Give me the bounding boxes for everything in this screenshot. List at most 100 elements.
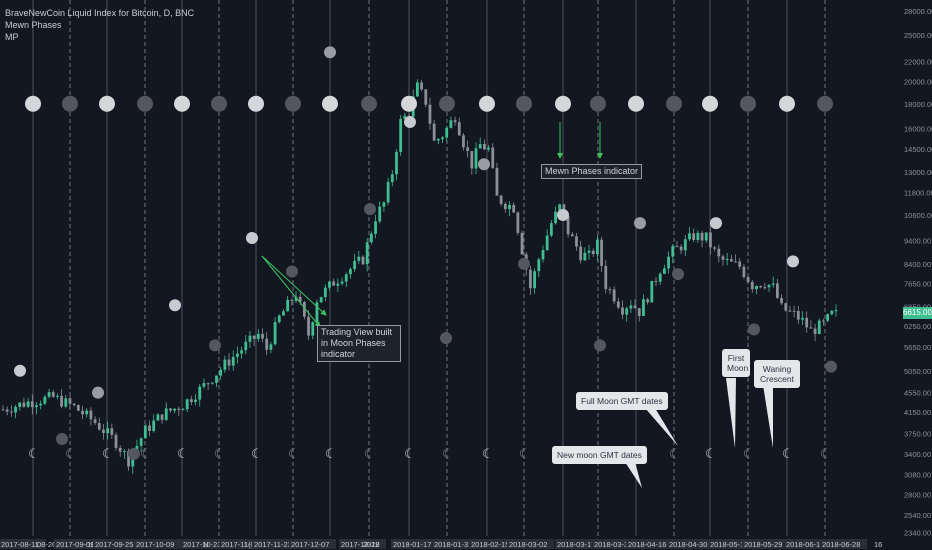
price-tick-label: 8400.00: [904, 260, 931, 269]
candle-body: [817, 320, 821, 334]
tv-moon-phase-label: Trading View built in Moon Phases indica…: [317, 325, 401, 362]
moon-phase-dot: [364, 203, 376, 216]
new-moon-dates-callout: New moon GMT dates: [552, 446, 647, 464]
time-tick-bg: [507, 539, 554, 549]
candle-body: [114, 434, 118, 448]
candle-body: [273, 322, 277, 345]
full-moon-icon: [702, 95, 718, 112]
indicator-mp[interactable]: MP: [5, 32, 19, 42]
candle-body: [658, 273, 662, 282]
crescent-row: ☾☾☾☾☾☾☾☾☾☾☾☾☾☾☾☾☾☾☾☾☾☾: [28, 447, 832, 462]
candle-body: [775, 283, 779, 298]
time-tick-label: 2018-06-13: [786, 540, 824, 549]
candle-body: [185, 399, 189, 410]
indicator-mewn-phases[interactable]: Mewn Phases: [5, 20, 62, 30]
candle-body: [478, 144, 482, 149]
time-tick-bg: [592, 539, 639, 549]
candle-body: [286, 299, 290, 312]
candle-body: [729, 259, 733, 262]
time-tick-label: 2018-03-31: [594, 540, 632, 549]
moon-phase-dot: [246, 232, 258, 245]
full-moon-icon: [401, 95, 417, 112]
candle-body: [210, 382, 214, 384]
price-tick-label: 2800.00: [904, 491, 931, 500]
candle-body: [97, 423, 101, 430]
time-tick-bg: [339, 539, 386, 549]
full-moon-icon: [555, 95, 571, 112]
price-tick-label: 6250.00: [904, 322, 931, 331]
candle-body: [395, 151, 398, 175]
candle-body: [629, 305, 633, 309]
new-moon-icon: [137, 95, 153, 112]
time-tick-label: 2018-03-02: [509, 540, 547, 549]
candle-body: [616, 301, 620, 308]
full-moon-icon: [99, 95, 115, 112]
candle-body: [646, 299, 650, 303]
candle-body: [386, 182, 390, 203]
new-moon-icon: [285, 95, 301, 112]
time-tick-label: 2017-12-22: [341, 540, 379, 549]
candle-body: [466, 147, 470, 152]
price-axis[interactable]: 28000.00 25000.00 22000.00 20000.00 18000.00…: [900, 0, 932, 550]
candle-body: [369, 233, 373, 243]
candle-body: [277, 315, 281, 323]
callout-tail: [645, 408, 678, 446]
candle-body: [14, 406, 17, 413]
crescent-icon: ☾: [364, 447, 376, 462]
time-tick-bg: [667, 539, 714, 549]
candle-body: [127, 451, 130, 467]
candle-body: [223, 359, 227, 370]
candle-body: [650, 280, 654, 303]
candle-body: [734, 261, 737, 263]
crescent-icon: ☾: [482, 447, 494, 462]
price-tick-label: 3080.00: [904, 471, 931, 480]
time-tick-label: 2018-01-17: [393, 540, 431, 549]
moon-phase-dot: [710, 217, 722, 230]
candle-body: [696, 232, 700, 240]
price-tick-label: 25000.00: [904, 31, 932, 40]
candle-body: [575, 236, 578, 247]
candle-body: [110, 428, 114, 435]
candle-body: [382, 202, 386, 207]
moon-phase-dot: [209, 339, 221, 352]
candle-body: [265, 338, 269, 350]
candle-body: [252, 335, 256, 339]
first-moon-callout: First Moon: [722, 349, 750, 377]
candle-body: [416, 82, 419, 97]
time-tick-bg: [54, 539, 101, 549]
candle-body: [545, 235, 549, 251]
full-moon-row: [25, 95, 833, 112]
full-moon-icon: [628, 95, 644, 112]
crescent-icon: ☾: [288, 447, 300, 462]
candle-body: [428, 104, 432, 124]
candle-body: [122, 451, 126, 453]
candle-body: [390, 174, 394, 183]
candle-body: [470, 151, 474, 169]
time-tick-label: 2018-04-30: [669, 540, 707, 549]
time-tick-label: 2017-11-07: [221, 540, 259, 549]
candle-body: [282, 311, 285, 316]
candle-body: [378, 206, 382, 222]
time-tick-label: 2017-10-23: [183, 540, 221, 549]
candle-body: [89, 410, 93, 420]
moon-phase-dot: [56, 432, 68, 445]
time-tick-label: 16: [874, 540, 882, 549]
time-tick-label: 2017-09-25: [95, 540, 133, 549]
candle-body: [181, 409, 185, 411]
time-tick-label: 2018: [363, 540, 380, 549]
candle-body: [248, 335, 252, 342]
moon-phase-dot: [324, 46, 336, 59]
candle-body: [302, 302, 306, 317]
candle-body: [445, 127, 449, 138]
price-tick-label: 16000.00: [904, 125, 932, 134]
crescent-icon: ☾: [140, 447, 152, 462]
time-tick-bg: [555, 539, 602, 549]
candle-body: [374, 221, 377, 234]
candle-body: [529, 269, 532, 289]
crescent-icon: ☾: [519, 447, 531, 462]
candle-body: [18, 402, 22, 407]
candle-body: [566, 216, 570, 235]
time-tick-bg: [708, 539, 755, 549]
